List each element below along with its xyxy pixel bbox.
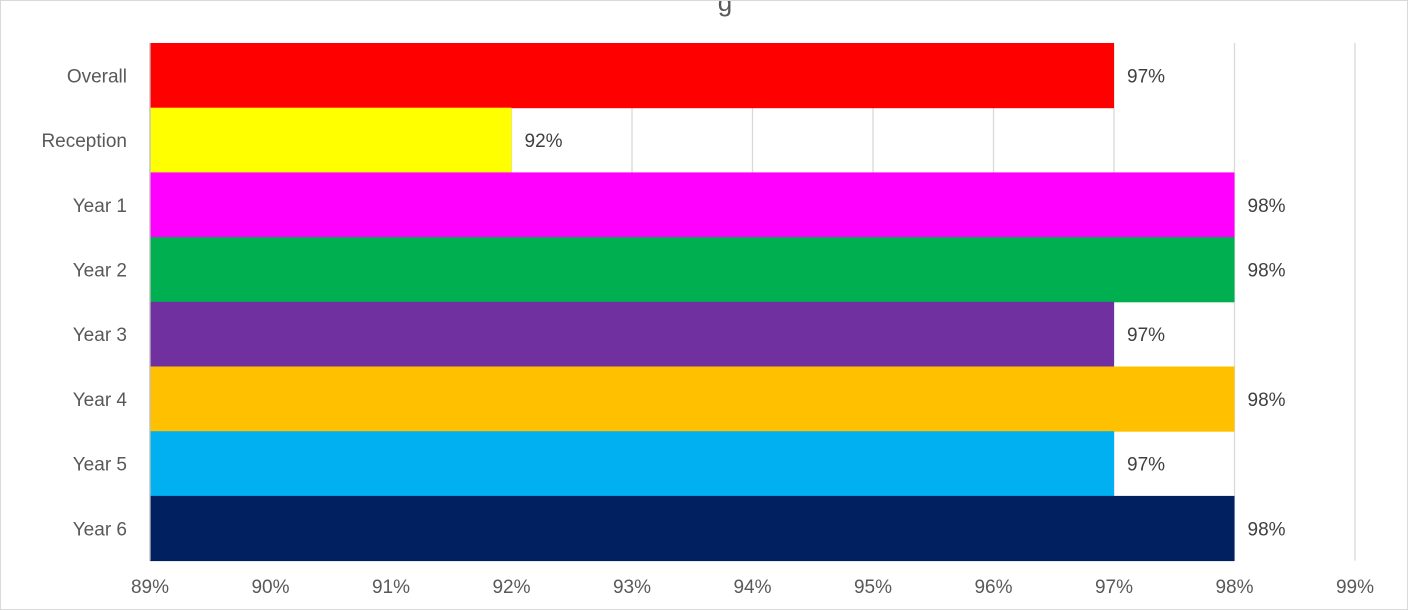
category-label: Year 3 bbox=[73, 325, 127, 346]
bar-year-3 bbox=[150, 301, 1114, 367]
data-label: 97% bbox=[1127, 325, 1165, 346]
axes: 89% 90% 91% 92% 93% 94% 95% 96% 97% 98% 99% Overall… bbox=[41, 43, 1374, 598]
x-tick-label: 96% bbox=[974, 577, 1012, 598]
x-tick-label: 89% bbox=[131, 577, 169, 598]
category-label: Year 1 bbox=[73, 196, 127, 217]
category-label: Year 2 bbox=[73, 260, 127, 281]
x-tick-label: 99% bbox=[1336, 577, 1374, 598]
data-label: 97% bbox=[1127, 455, 1165, 476]
category-label: Year 4 bbox=[73, 390, 128, 411]
x-tick-label: 93% bbox=[613, 577, 651, 598]
bar-year-1 bbox=[150, 172, 1235, 238]
category-label: Overall bbox=[67, 66, 127, 87]
x-tick-label: 91% bbox=[372, 577, 410, 598]
x-tick-label: 98% bbox=[1215, 577, 1253, 598]
category-label: Reception bbox=[41, 131, 127, 152]
data-label: 92% bbox=[525, 131, 563, 152]
bar-year-5 bbox=[150, 431, 1114, 497]
bar-year-6 bbox=[150, 495, 1235, 562]
x-tick-label: 92% bbox=[492, 577, 530, 598]
x-tick-label: 90% bbox=[251, 577, 289, 598]
title-fragment: g bbox=[718, 1, 732, 17]
category-label: Year 5 bbox=[73, 455, 127, 476]
bar-reception bbox=[150, 107, 512, 173]
data-label: 98% bbox=[1248, 519, 1286, 540]
data-label: 98% bbox=[1248, 260, 1286, 281]
bar-overall bbox=[150, 43, 1114, 109]
data-label: 97% bbox=[1127, 66, 1165, 87]
x-tick-label: 95% bbox=[854, 577, 892, 598]
bar-year-4 bbox=[150, 366, 1235, 432]
data-label: 98% bbox=[1248, 390, 1286, 411]
data-label: 98% bbox=[1248, 196, 1286, 217]
x-tick-label: 97% bbox=[1095, 577, 1133, 598]
x-tick-label: 94% bbox=[733, 577, 771, 598]
category-label: Year 6 bbox=[73, 519, 127, 540]
bar-year-2 bbox=[150, 237, 1235, 303]
bars bbox=[150, 43, 1235, 562]
